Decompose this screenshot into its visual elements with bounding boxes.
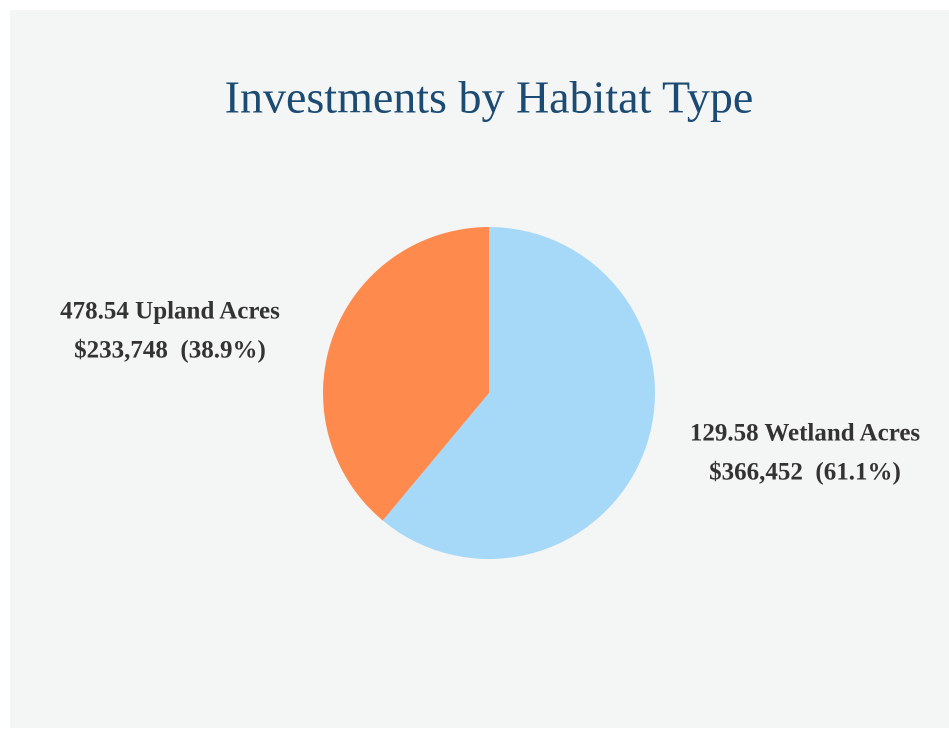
pie-slice <box>382 227 655 560</box>
slice-value-label: $233,748 (38.9%) <box>74 337 266 364</box>
slice-category-label: 478.54 Upland Acres <box>60 298 280 325</box>
slice-category-label: 129.58 Wetland Acres <box>690 420 921 447</box>
slice-value-label: $366,452 (61.1%) <box>709 459 901 486</box>
chart-title: Investments by Habitat Type <box>225 72 754 123</box>
pie-slice <box>322 227 489 521</box>
